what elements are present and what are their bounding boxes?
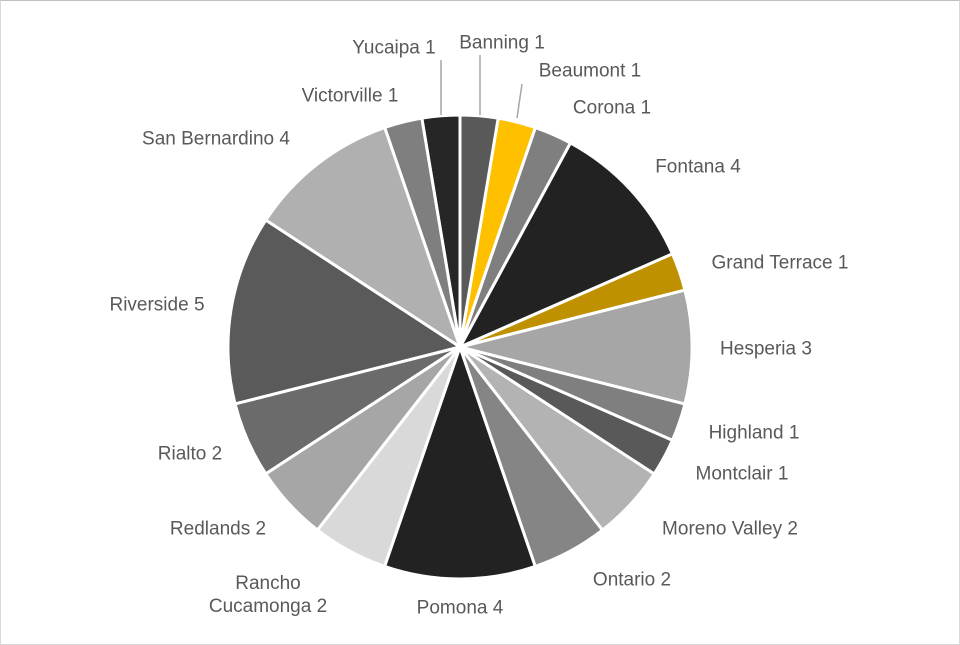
label-value: 2: [316, 596, 328, 617]
label-category: San Bernardino: [142, 128, 275, 150]
label-category: Victorville: [301, 85, 383, 107]
label-value: 1: [640, 97, 652, 119]
label-value: 1: [788, 422, 800, 444]
data-label: Victorville 1: [302, 85, 399, 108]
data-label: Pomona 4: [417, 597, 504, 620]
label-category: Ontario: [592, 569, 656, 591]
data-label: Rialto 2: [158, 443, 222, 466]
label-category: Rialto: [157, 443, 207, 465]
data-label: Highland 1: [709, 422, 800, 445]
data-label: Beaumont 1: [539, 60, 641, 83]
pie-slice: [226, 218, 462, 406]
data-label: Fontana 4: [655, 156, 741, 179]
data-label: Redlands 2: [170, 518, 266, 541]
label-category: Fontana: [655, 156, 725, 178]
label-category: Pomona: [416, 597, 488, 619]
label-value: 1: [777, 463, 789, 485]
data-label: Riverside 5: [109, 294, 204, 317]
data-label: Hesperia 3: [720, 338, 812, 361]
label-category: Rancho Cucamonga: [208, 573, 312, 617]
label-value: 4: [730, 156, 741, 178]
pie-slice: [458, 113, 500, 349]
pie-slice: [458, 141, 674, 349]
label-value: 2: [255, 518, 267, 540]
label-value: 4: [279, 128, 290, 150]
label-value: 1: [534, 32, 545, 54]
label-category: Highland: [708, 422, 784, 444]
pie-slice: [264, 126, 462, 349]
data-label: San Bernardino 4: [142, 128, 290, 151]
data-label: Rancho Cucamonga 2: [193, 572, 343, 618]
label-value: 3: [801, 338, 812, 360]
data-label: Corona 1: [573, 97, 651, 120]
label-category: Yucaipa: [352, 37, 420, 59]
data-label: Yucaipa 1: [352, 37, 435, 60]
label-category: Moreno Valley: [662, 518, 783, 540]
data-label: Grand Terrace 1: [712, 252, 849, 275]
data-label: Banning 1: [459, 32, 545, 55]
label-value: 1: [425, 37, 436, 59]
label-value: 2: [660, 569, 672, 591]
label-category: Montclair: [695, 463, 773, 485]
label-category: Banning: [459, 32, 529, 54]
pie-slice: [383, 345, 537, 581]
label-value: 4: [492, 597, 504, 619]
data-label: Moreno Valley 2: [662, 518, 798, 541]
label-value: 1: [630, 60, 642, 82]
label-value: 2: [211, 443, 223, 465]
label-value: 1: [837, 252, 849, 274]
label-category: Riverside: [109, 294, 189, 316]
label-category: Redlands: [169, 518, 251, 540]
leader-line: [516, 83, 523, 119]
pie-slice: [458, 288, 694, 406]
label-category: Beaumont: [538, 60, 626, 82]
data-label: Montclair 1: [696, 463, 789, 486]
data-label: Ontario 2: [593, 569, 671, 592]
label-category: Grand Terrace: [711, 252, 833, 274]
label-category: Hesperia: [720, 338, 797, 360]
label-category: Corona: [572, 97, 636, 119]
label-value: 5: [193, 294, 205, 316]
label-value: 1: [387, 85, 399, 107]
label-value: 2: [787, 518, 798, 540]
